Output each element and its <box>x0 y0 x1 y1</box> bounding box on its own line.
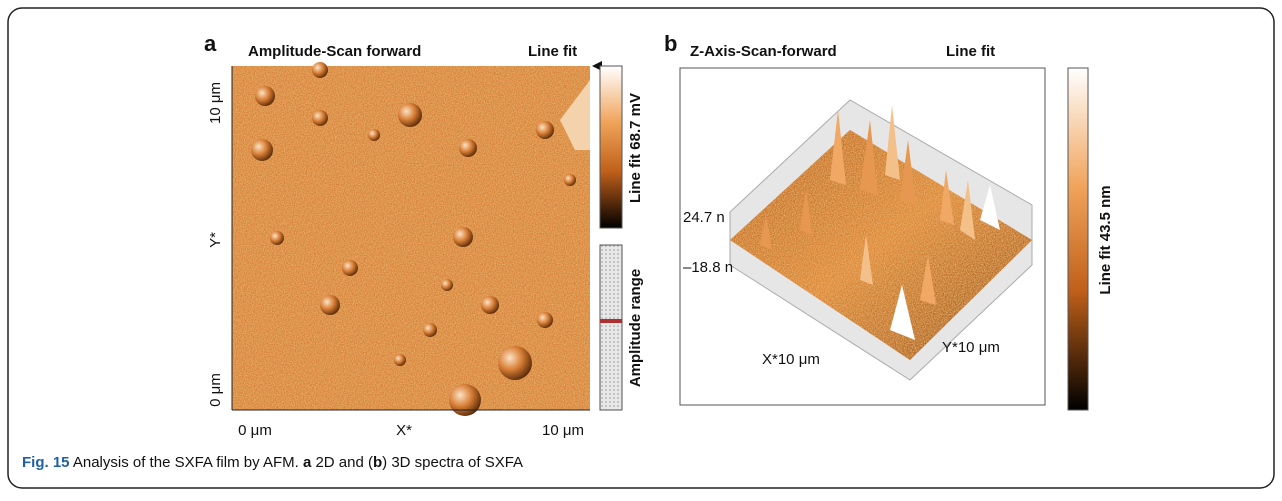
colorbar <box>600 66 622 228</box>
caption-b: b <box>373 454 382 471</box>
x-label: 0 μm <box>238 422 272 439</box>
panel-title: Amplitude-Scan forward <box>248 43 421 60</box>
x-label: X* <box>396 422 412 439</box>
caption: Fig. 15 Analysis of the SXFA film by AFM… <box>22 454 523 471</box>
caption-text: 2D and ( <box>311 454 373 471</box>
y-label: 10 μm <box>207 82 224 124</box>
caption-figure: Fig. 15 <box>22 454 70 471</box>
colorbar-label: Line fit 43.5 nm <box>1097 185 1114 294</box>
z-label: 24.7 n <box>683 209 725 226</box>
y-label: 0 μm <box>207 373 224 407</box>
caption-text: ) 3D spectra of SXFA <box>382 454 523 471</box>
y-label: Y* <box>207 232 224 248</box>
caption-text: Analysis of the SXFA film by AFM. <box>70 454 303 471</box>
panel-label: a <box>204 31 217 56</box>
panel-mode: Line fit <box>528 43 577 60</box>
figure: a Amplitude-Scan forward Line fit 10 μm … <box>0 0 1282 496</box>
y-label: Y*10 μm <box>942 339 1000 356</box>
range-label: Amplitude range <box>627 269 644 387</box>
range-bar <box>600 245 622 410</box>
x-label: X*10 μm <box>762 351 820 368</box>
colorbar-label: Line fit 68.7 mV <box>627 93 644 203</box>
panel-label: b <box>664 31 677 56</box>
z-label: –18.8 n <box>683 259 733 276</box>
range-marker <box>600 319 622 323</box>
x-label: 10 μm <box>542 422 584 439</box>
panel-title: Z-Axis-Scan-forward <box>690 43 837 60</box>
colorbar <box>1068 68 1088 410</box>
panel-mode: Line fit <box>946 43 995 60</box>
